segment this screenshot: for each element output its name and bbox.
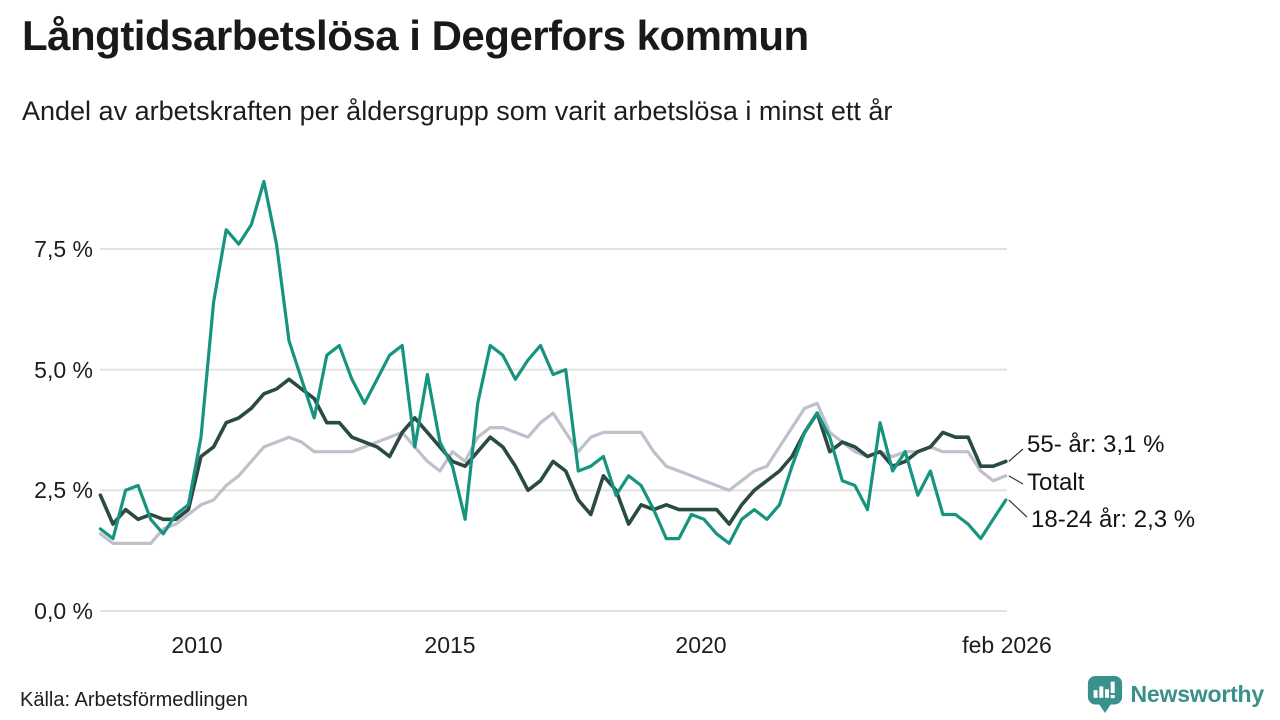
series-end-label-55: 55- år: 3,1 % [1027, 431, 1165, 458]
y-tick-label: 7,5 % [34, 236, 93, 262]
y-tick-label: 2,5 % [34, 477, 93, 503]
series-end-label-18-24: 18-24 år: 2,3 % [1031, 506, 1196, 533]
page-subtitle: Andel av arbetskraften per åldersgrupp s… [22, 96, 893, 126]
y-tick-label: 5,0 % [34, 357, 93, 383]
newsworthy-logo: Newsworthy [1086, 674, 1264, 714]
x-tick-label: 2015 [424, 632, 476, 658]
newsworthy-wordmark: Newsworthy [1130, 680, 1265, 707]
line-55--år [98, 377, 1008, 526]
x-tick-label: feb 2026 [962, 632, 1052, 658]
series-end-label-totalt: Totalt [1027, 469, 1085, 496]
y-tick-label: 0,0 % [34, 598, 93, 624]
x-tick-label: 2010 [171, 632, 223, 658]
annotation-connector [1008, 448, 1024, 462]
x-tick-label: 2020 [675, 632, 727, 658]
line-18-24-år [98, 179, 1008, 546]
line-Totalt [98, 401, 1008, 546]
source-note: Källa: Arbetsförmedlingen [20, 689, 248, 711]
annotation-connector [1008, 475, 1024, 485]
page-title: Långtidsarbetslösa i Degerfors kommun [22, 12, 809, 59]
annotation-connector [1008, 499, 1028, 518]
newsworthy-pin-icon [1087, 675, 1122, 713]
